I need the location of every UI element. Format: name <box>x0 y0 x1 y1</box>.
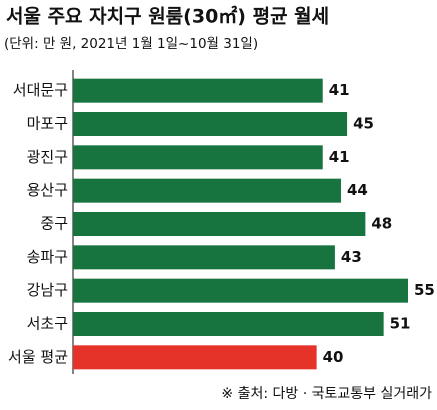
bar <box>73 212 366 236</box>
category-label: 송파구 <box>27 248 68 266</box>
category-label: 용산구 <box>27 181 68 199</box>
bar <box>73 112 348 136</box>
value-label: 51 <box>390 315 411 333</box>
bar <box>73 178 341 203</box>
bar <box>73 278 408 303</box>
bar <box>73 312 384 336</box>
category-label: 서초구 <box>27 315 68 333</box>
value-label: 45 <box>353 115 374 133</box>
value-label: 44 <box>347 181 368 199</box>
value-label: 43 <box>341 248 362 266</box>
bar <box>73 78 323 103</box>
bar <box>73 245 335 270</box>
category-label: 광진구 <box>27 148 68 166</box>
source-note: ※ 출처: 다방 · 국토교통부 실거래가 <box>221 386 432 402</box>
category-label: 마포구 <box>27 115 68 133</box>
category-label: 서울 평균 <box>8 348 68 366</box>
category-label: 강남구 <box>27 281 68 299</box>
value-label: 41 <box>329 148 350 166</box>
value-label: 48 <box>371 215 392 233</box>
value-label: 40 <box>323 348 344 366</box>
value-label: 55 <box>414 281 435 299</box>
bar <box>73 345 317 370</box>
category-label: 서대문구 <box>13 81 68 99</box>
bar <box>73 145 323 170</box>
value-label: 41 <box>329 81 350 99</box>
chart-title: 서울 주요 자치구 원룸(30㎡) 평균 월세 <box>6 5 329 28</box>
category-label: 중구 <box>40 215 68 233</box>
chart-subtitle: (단위: 만 원, 2021년 1월 1일~10월 31일) <box>4 36 258 52</box>
